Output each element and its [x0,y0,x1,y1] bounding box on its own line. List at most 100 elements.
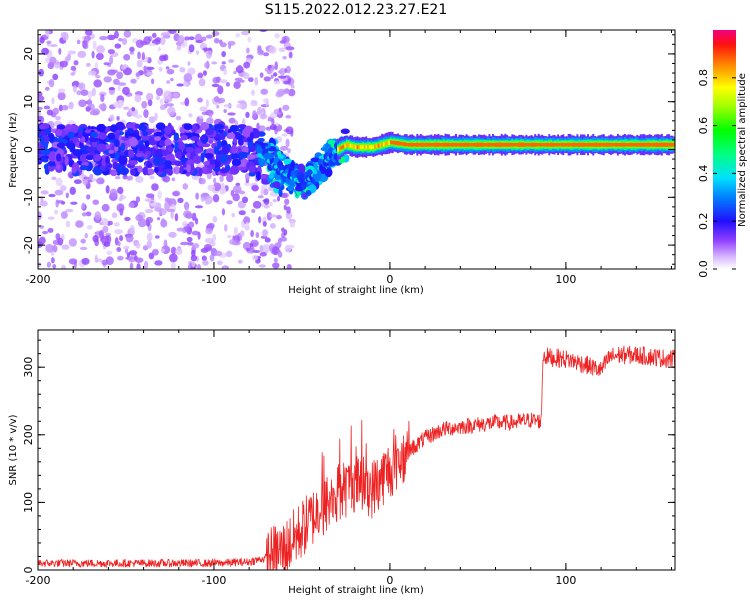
heatmap-cell [94,149,99,154]
heatmap-cell [389,140,392,145]
heatmap-cell [211,83,220,88]
heatmap-cell [99,165,106,171]
heatmap-cell [462,142,465,147]
heatmap-cell [39,200,48,207]
heatmap-cell [506,142,509,147]
heatmap-cell [71,126,79,134]
heatmap-cell [78,83,84,89]
heatmap-cell [49,56,57,64]
colorbar-tick-label: 0.4 [697,165,710,183]
heatmap-cell [615,142,618,147]
heatmap-cell [202,47,211,51]
heatmap-cell [143,153,149,159]
heatmap-cell [197,72,204,79]
heatmap-cell [186,152,191,159]
heatmap-cell [231,144,238,154]
heatmap-cell [42,230,49,235]
heatmap-cell [127,175,134,181]
heatmap-cell [269,201,273,207]
heatmap-cell [365,145,368,150]
heatmap-cell [109,114,115,122]
heatmap-cell [516,142,519,147]
heatmap-cell [242,128,251,137]
heatmap-cell [67,50,77,55]
heatmap-cell [187,241,194,246]
heatmap-cell [636,142,639,147]
heatmap-cell [666,142,669,147]
heatmap-cell [256,122,260,131]
heatmap-cell [191,230,200,236]
heatmap-cell [76,90,82,96]
heatmap-cell [109,152,116,159]
heatmap-cell [206,172,212,180]
heatmap-cell [285,46,295,51]
heatmap-cell [113,139,120,147]
heatmap-cell [145,128,155,133]
heatmap-cell [200,143,211,148]
heatmap-cell [176,151,182,160]
heatmap-cell [86,147,96,152]
heatmap-cell [107,34,116,41]
heatmap-cell [588,142,591,147]
heatmap-cell [119,235,124,242]
heatmap-cell [84,30,93,36]
heatmap-cell [145,208,151,213]
heatmap-cell [85,211,92,217]
heatmap-cell [107,49,115,55]
heatmap-cell [129,51,135,55]
heatmap-cell [673,142,675,147]
heatmap-cell [101,218,109,226]
heatmap-cell [263,198,270,205]
heatmap-cell [62,31,69,41]
heatmap-cell [161,218,166,225]
heatmap-cell [110,69,119,74]
heatmap-cell [396,141,399,146]
heatmap-cell [409,142,412,147]
heatmap-cell [289,221,295,228]
heatmap-cell [278,75,287,79]
heatmap-cell [181,221,188,227]
heatmap-cell [131,106,135,112]
heatmap-cell [176,35,185,45]
colorbar-tick-label: 0.6 [697,117,710,135]
heatmap-cell [145,92,154,102]
heatmap-cell [151,32,157,38]
heatmap-cell [198,177,206,185]
heatmap-cell [45,244,53,248]
heatmap-cell [219,175,224,183]
heatmap-cell [204,61,210,69]
heatmap-cell [243,61,251,69]
heatmap-cell [191,260,195,268]
heatmap-cell [402,142,405,146]
heatmap-cell [166,208,176,213]
heatmap-cell [266,211,272,221]
heatmap-cell [118,155,128,166]
heatmap-cell [174,141,179,152]
heatmap-cell [340,145,343,150]
chart-title: S115.2022.012.23.27.E21 [265,2,448,18]
heatmap-cell [188,44,195,53]
heatmap-cell [47,62,55,70]
heatmap-cell [238,79,245,83]
heatmap-cell [173,166,181,175]
heatmap-cell [657,142,660,147]
heatmap-cell [592,142,595,147]
heatmap-cell [205,34,213,39]
heatmap-cell [260,187,264,196]
heatmap-cell [273,72,278,77]
heatmap-cell [226,143,232,150]
heatmap-cell [579,142,582,147]
heatmap-cell [151,183,159,191]
heatmap-cell [206,168,213,174]
heatmap-cell [164,126,172,135]
heatmap-cell [241,146,249,154]
heatmap-cell [653,142,656,147]
heatmap-cell [89,110,99,116]
heatmap-cell [81,202,86,210]
heatmap-cell [578,142,581,147]
heatmap-cell [38,95,45,102]
heatmap-cell [221,208,226,216]
heatmap-cell [145,162,153,169]
heatmap-cell [75,220,84,228]
heatmap-cell [281,133,288,137]
